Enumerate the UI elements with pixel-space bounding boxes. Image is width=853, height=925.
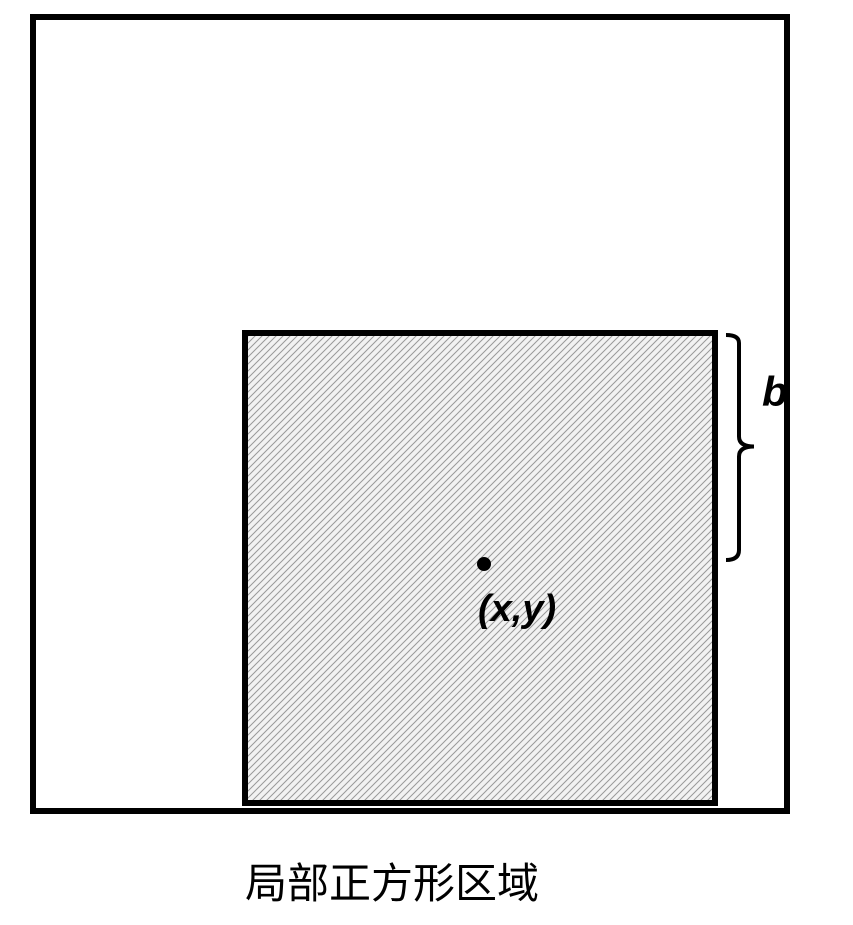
diagram-container: (x,y) b 局部正方形区域 [0, 0, 853, 925]
center-point-dot [477, 557, 491, 571]
b-dimension-bracket [724, 333, 764, 564]
coordinate-label: (x,y) [478, 588, 556, 631]
diagram-caption: 局部正方形区域 [245, 850, 539, 911]
b-dimension-label: b [762, 368, 788, 416]
